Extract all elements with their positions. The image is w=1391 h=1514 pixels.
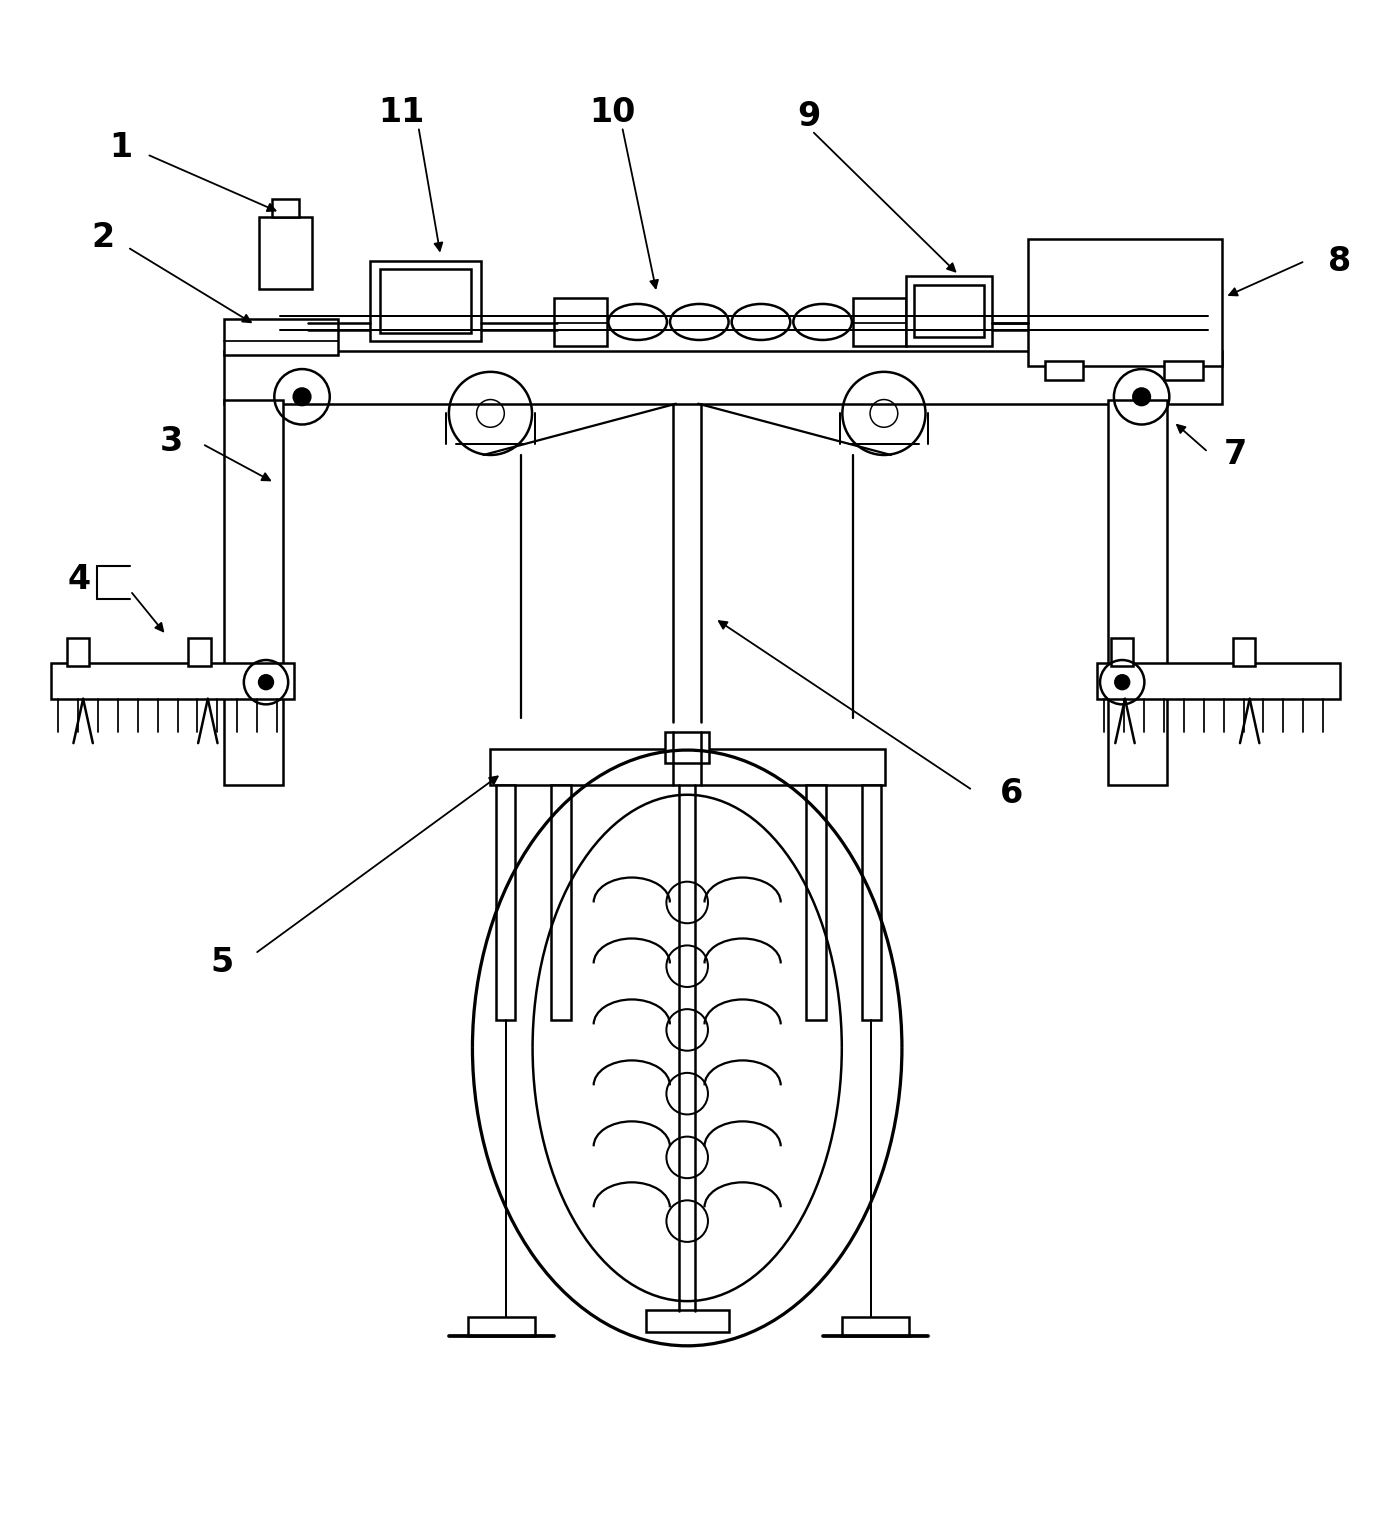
Ellipse shape bbox=[666, 1010, 708, 1051]
Bar bbox=[843, 1317, 908, 1337]
Text: 11: 11 bbox=[378, 97, 424, 129]
Circle shape bbox=[1116, 675, 1129, 689]
Bar bbox=[51, 663, 294, 699]
Bar bbox=[67, 637, 89, 666]
Bar bbox=[188, 637, 210, 666]
Circle shape bbox=[1134, 389, 1150, 406]
Bar bbox=[224, 400, 282, 784]
Bar bbox=[224, 351, 1221, 404]
Bar bbox=[1097, 663, 1340, 699]
Bar bbox=[370, 260, 481, 341]
Bar bbox=[665, 733, 709, 763]
Text: 9: 9 bbox=[797, 100, 821, 133]
Bar bbox=[259, 217, 312, 289]
Bar bbox=[469, 1317, 534, 1337]
Bar bbox=[551, 784, 570, 1020]
Text: 3: 3 bbox=[160, 424, 184, 457]
Ellipse shape bbox=[666, 881, 708, 924]
Ellipse shape bbox=[666, 1201, 708, 1241]
Ellipse shape bbox=[732, 304, 790, 341]
Bar bbox=[1164, 360, 1203, 380]
Bar bbox=[554, 298, 606, 345]
Bar bbox=[1045, 360, 1084, 380]
Text: 5: 5 bbox=[210, 946, 234, 978]
Bar bbox=[645, 1310, 729, 1332]
Bar bbox=[906, 276, 992, 345]
Ellipse shape bbox=[793, 304, 851, 341]
Text: 10: 10 bbox=[590, 97, 636, 129]
Bar bbox=[271, 198, 299, 217]
Ellipse shape bbox=[670, 304, 729, 341]
Text: 8: 8 bbox=[1328, 244, 1352, 277]
Text: 6: 6 bbox=[1000, 777, 1022, 810]
Bar bbox=[807, 784, 826, 1020]
Text: 4: 4 bbox=[67, 563, 90, 597]
Circle shape bbox=[294, 389, 310, 406]
Ellipse shape bbox=[666, 945, 708, 987]
Bar bbox=[1109, 400, 1167, 784]
Bar bbox=[491, 749, 885, 784]
Text: 2: 2 bbox=[90, 221, 114, 254]
Ellipse shape bbox=[608, 304, 666, 341]
Ellipse shape bbox=[666, 1137, 708, 1178]
Bar bbox=[497, 784, 516, 1020]
Bar bbox=[1232, 637, 1255, 666]
Text: 1: 1 bbox=[108, 130, 132, 164]
Text: 7: 7 bbox=[1224, 439, 1248, 471]
Bar bbox=[1111, 637, 1134, 666]
Bar bbox=[224, 319, 338, 356]
Bar bbox=[854, 298, 906, 345]
Bar bbox=[914, 285, 983, 338]
Bar bbox=[862, 784, 881, 1020]
Circle shape bbox=[259, 675, 273, 689]
Bar bbox=[380, 269, 472, 333]
Bar bbox=[1028, 239, 1221, 366]
Ellipse shape bbox=[666, 1073, 708, 1114]
